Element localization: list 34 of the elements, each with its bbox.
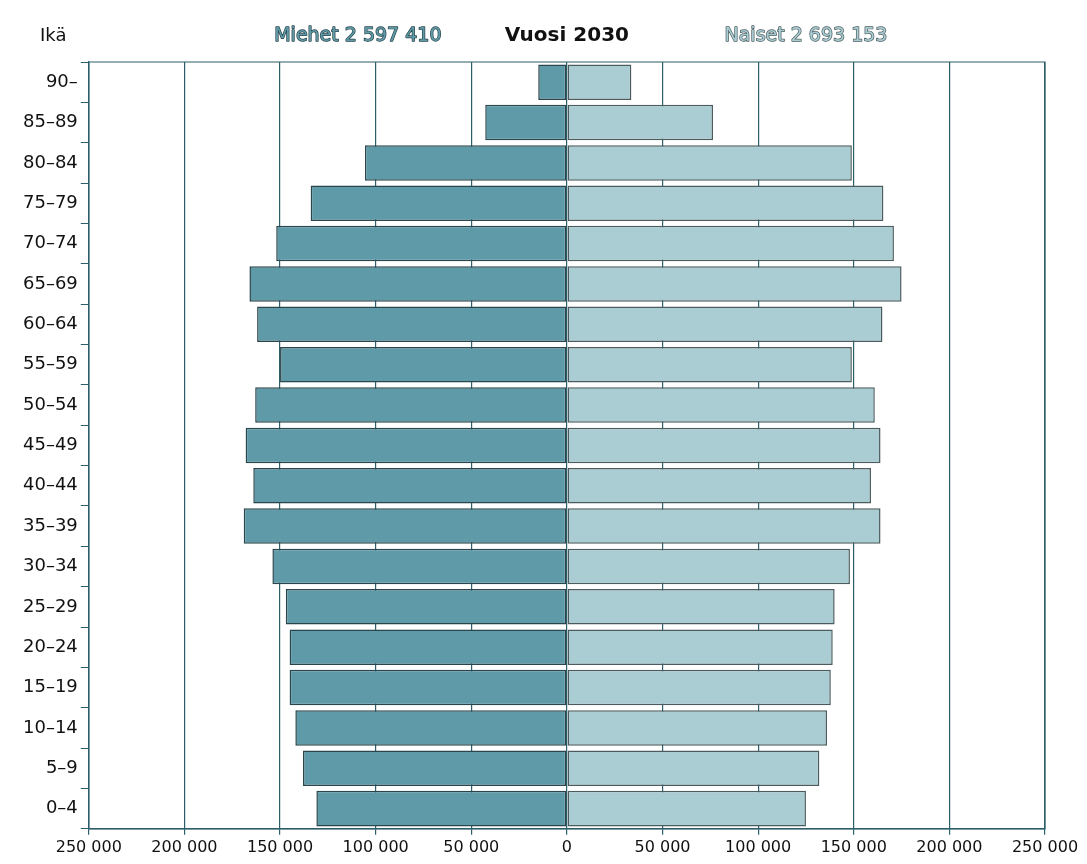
x-tick-label: 200 000 — [916, 836, 983, 856]
y-tick-label: 85–89 — [23, 110, 78, 132]
x-tick-label: 250 000 — [55, 836, 122, 856]
x-tick-label: 200 000 — [151, 836, 218, 856]
y-tick-label: 35–39 — [23, 513, 78, 535]
y-tick-label: 40–44 — [23, 473, 78, 495]
text: Naiset 2 693 153 — [724, 22, 888, 45]
x-tick-label: 150 000 — [820, 836, 887, 856]
y-axis-title: Ikä — [40, 23, 67, 45]
y-tick-label: 15–19 — [23, 675, 78, 697]
y-tick-label: 65–69 — [23, 271, 78, 293]
y-tick-label: 30–34 — [23, 554, 78, 576]
y-tick-label: 50–54 — [23, 392, 78, 414]
x-tick-label: 250 000 — [1011, 836, 1079, 856]
y-tick-label: 80–84 — [23, 150, 78, 172]
y-tick-label: 45–49 — [23, 433, 78, 455]
x-tick-label: 100 000 — [342, 836, 409, 856]
x-tick-label: 50 000 — [634, 836, 691, 856]
y-tick-label: 60–64 — [23, 312, 78, 333]
y-tick-label: 20–24 — [23, 634, 78, 656]
text: Miehet 2 597 410 — [274, 22, 442, 45]
x-tick-label: 0 — [561, 836, 572, 856]
y-tick-label: 25–29 — [23, 594, 78, 616]
y-tick-label: 90– — [45, 69, 78, 91]
y-tick-label: 70–74 — [23, 231, 78, 253]
y-tick-label: 55–59 — [23, 352, 78, 374]
x-tick-label: 50 000 — [443, 836, 500, 856]
x-tick-label: 100 000 — [725, 836, 792, 856]
y-tick-label: 5–9 — [45, 755, 78, 777]
x-tick-label: 150 000 — [246, 836, 314, 856]
chart-title: Vuosi 2030 — [504, 22, 629, 47]
y-tick-label: 0–4 — [45, 796, 78, 818]
y-tick-label: 10–14 — [23, 715, 78, 737]
y-tick-label: 75–79 — [23, 190, 78, 212]
